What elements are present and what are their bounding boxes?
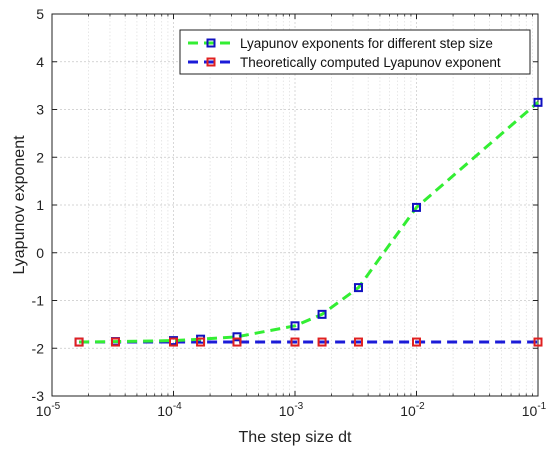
series-line-measured: [79, 101, 539, 344]
x-tick-label: 10-1: [522, 401, 547, 419]
legend: Lyapunov exponents for different step si…: [179, 29, 531, 75]
legend-marker-theoretical: [206, 57, 216, 67]
data-point-measured: [353, 283, 363, 293]
data-point-theoretical: [290, 337, 300, 347]
marker-layer: [74, 97, 543, 347]
data-point-theoretical: [317, 337, 327, 347]
legend-label-measured: Lyapunov exponents for different step si…: [240, 36, 493, 51]
x-tick-label: 10-3: [279, 401, 304, 419]
data-point-measured: [412, 202, 421, 212]
data-point-measured: [290, 321, 300, 331]
data-point-measured: [232, 332, 242, 342]
x-tick-label: 10-2: [400, 401, 425, 419]
y-tick-label: 0: [36, 245, 44, 261]
x-tick-label: 10-4: [157, 401, 182, 419]
y-tick-label: -2: [32, 340, 45, 356]
x-axis-label: The step size dt: [239, 429, 353, 446]
data-point-theoretical: [412, 337, 421, 347]
y-tick-label: 3: [36, 102, 44, 118]
data-point-theoretical: [533, 337, 543, 347]
legend-marker-measured: [206, 38, 216, 48]
data-point-theoretical: [74, 337, 84, 347]
x-tick-label: 10-5: [36, 401, 61, 419]
data-point-measured: [533, 97, 543, 107]
data-point-measured: [317, 309, 327, 319]
y-axis-label: Lyapunov exponent: [11, 135, 28, 275]
legend-label-theoretical: Theoretically computed Lyapunov exponent: [240, 55, 501, 70]
legend-box: [179, 29, 531, 75]
data-point-theoretical: [232, 337, 242, 347]
y-tick-label: -3: [32, 388, 45, 404]
data-point-theoretical: [110, 337, 120, 347]
data-point-theoretical: [169, 337, 178, 347]
y-tick-label: 5: [36, 6, 44, 22]
y-tick-label: 2: [36, 149, 44, 165]
series-layer: [79, 101, 539, 344]
y-tick-label: 1: [36, 197, 44, 213]
y-tick-label: -1: [32, 293, 45, 309]
data-point-theoretical: [353, 337, 363, 347]
axis-ticks: 10-5 10-4 10-3 10-2 10-1 -3 -2 -1 0 1 2 3 4 5: [32, 6, 547, 419]
data-point-theoretical: [196, 337, 206, 347]
y-tick-label: 4: [36, 54, 44, 70]
